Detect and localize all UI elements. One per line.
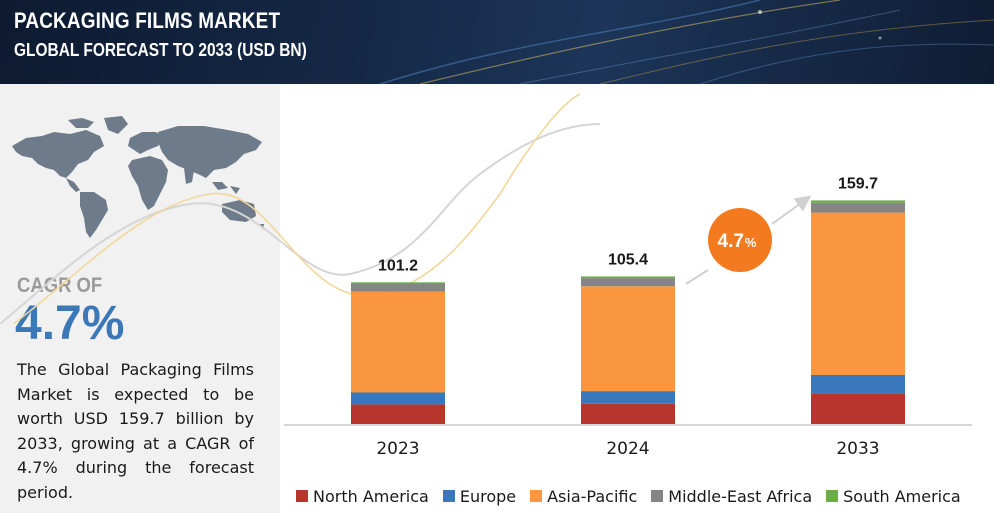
legend-label: Europe bbox=[459, 486, 517, 506]
legend-item-middle-east-africa: Middle-East Africa bbox=[651, 487, 812, 506]
legend-item-asia-pacific: Asia-Pacific bbox=[530, 487, 637, 506]
bar-segment-asia-pacific-2033 bbox=[811, 212, 905, 375]
swoosh-decoration bbox=[0, 93, 601, 324]
bar-segment-north-america-2024 bbox=[581, 403, 675, 424]
bar-segment-middle-east-africa-2033 bbox=[811, 202, 905, 213]
bar-total-label-2024: 105.4 bbox=[608, 251, 648, 268]
legend-label: Asia-Pacific bbox=[547, 486, 638, 506]
light-streaks-decoration bbox=[379, 0, 994, 84]
legend-label: South America bbox=[843, 486, 961, 506]
legend-swatch bbox=[296, 490, 308, 502]
growth-badge-unit: % bbox=[745, 235, 757, 250]
legend-swatch bbox=[442, 490, 455, 502]
summary-panel: CAGR OF 4.7% The Global Packaging Films … bbox=[0, 84, 280, 513]
bar-segment-europe-2033 bbox=[811, 375, 905, 394]
growth-arrow-tail bbox=[685, 269, 709, 285]
bar-segment-north-america-2033 bbox=[811, 393, 905, 424]
world-map-icon bbox=[12, 116, 264, 238]
x-tick-label-2033: 2033 bbox=[836, 439, 879, 459]
legend-swatch bbox=[530, 490, 543, 502]
bar-total-label-2023: 101.2 bbox=[378, 257, 418, 274]
header-banner: PACKAGING FILMS MARKET GLOBAL FORECAST T… bbox=[0, 0, 994, 84]
legend-item-europe: Europe bbox=[442, 486, 517, 506]
legend-label: Middle-East Africa bbox=[668, 486, 813, 506]
market-description: The Global Packaging Films Market is exp… bbox=[17, 360, 254, 502]
legend-item-south-america: South America bbox=[826, 487, 961, 506]
x-tick-label-2023: 2023 bbox=[376, 439, 419, 459]
growth-badge-value: 4.7 bbox=[718, 231, 744, 252]
bar-segment-south-america-2024 bbox=[581, 276, 675, 279]
svg-text:4.7%: 4.7% bbox=[718, 231, 757, 252]
bar-segment-europe-2024 bbox=[581, 391, 675, 404]
x-tick-label-2024: 2024 bbox=[606, 439, 649, 459]
legend-item-north-america: North America bbox=[296, 487, 429, 506]
legend-swatch bbox=[826, 490, 839, 502]
growth-arrow bbox=[771, 195, 812, 225]
chart-legend: North America Europe Asia-Pacific Middle-Ea… bbox=[296, 486, 961, 506]
bar-segment-middle-east-africa-2023 bbox=[351, 284, 445, 292]
bar-segment-europe-2023 bbox=[351, 392, 445, 405]
cagr-value: 4.7% bbox=[15, 297, 125, 350]
bar-segment-asia-pacific-2023 bbox=[351, 291, 445, 393]
bar-segment-middle-east-africa-2024 bbox=[581, 278, 675, 287]
legend-swatch bbox=[651, 490, 664, 502]
stacked-bar-chart: 4.7% 101.2 2023 105.4 2024 159.7 2033 bbox=[280, 84, 994, 513]
growth-badge: 4.7% bbox=[708, 208, 772, 272]
bar-segment-south-america-2023 bbox=[351, 282, 445, 284]
bar-segment-north-america-2023 bbox=[351, 404, 445, 424]
page-title: PACKAGING FILMS MARKET bbox=[14, 8, 281, 33]
chart-canvas: 4.7% 101.2 2023 105.4 2024 159.7 2033 bbox=[284, 175, 972, 459]
bar-segment-south-america-2033 bbox=[811, 200, 905, 203]
bar-total-label-2033: 159.7 bbox=[838, 175, 878, 192]
bar-segment-asia-pacific-2024 bbox=[581, 286, 675, 392]
page-subtitle: GLOBAL FORECAST TO 2033 (USD BN) bbox=[14, 40, 307, 60]
legend-label: North America bbox=[313, 486, 429, 506]
